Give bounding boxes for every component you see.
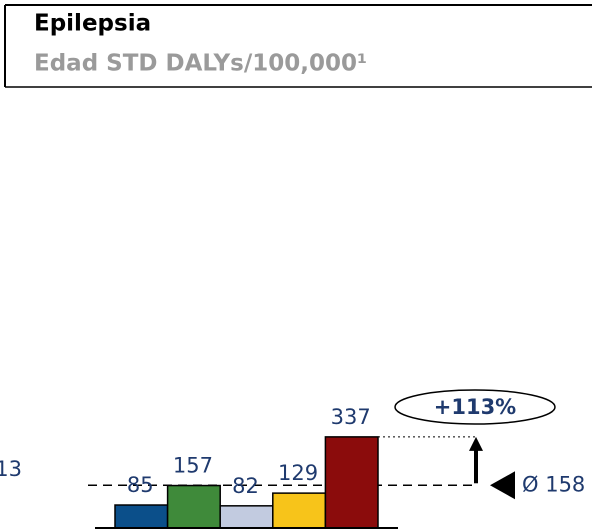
annotation: +113% <box>434 395 516 419</box>
value-label: 129 <box>278 461 318 485</box>
side-label: 13 <box>0 457 22 481</box>
chart-subtitle: Edad STD DALYs/100,000¹ <box>34 51 367 77</box>
value-label: 85 <box>127 473 154 497</box>
value-label: 337 <box>331 405 371 429</box>
bar <box>219 505 274 529</box>
value-label: 157 <box>173 454 213 478</box>
bar <box>114 504 169 529</box>
bar <box>166 484 221 529</box>
value-label: 82 <box>232 474 259 498</box>
bar <box>272 492 327 529</box>
average-label: Ø 158 <box>522 472 585 496</box>
average-pointer <box>490 471 515 500</box>
bar <box>324 436 379 529</box>
chart-title: Epilepsia <box>34 11 151 37</box>
annotation-oval <box>394 389 556 425</box>
arrow-head <box>469 436 483 451</box>
